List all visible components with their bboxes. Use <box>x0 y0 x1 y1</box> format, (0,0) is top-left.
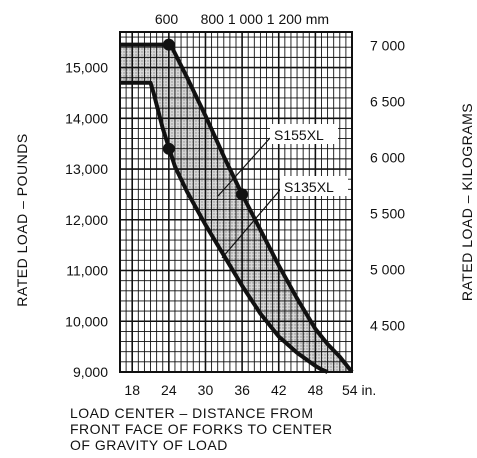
y-tick-label-left: 9,000 <box>73 364 108 380</box>
y-tick-label-left: 13,000 <box>65 161 108 177</box>
y-tick-label-left: 12,000 <box>65 212 108 228</box>
x-axis-label-line-3: OF GRAVITY OF LOAD <box>70 437 228 453</box>
y-tick-label-right: 7 000 <box>370 38 405 54</box>
y-tick-label-left: 10,000 <box>65 313 108 329</box>
y-tick-label-left: 14,000 <box>65 110 108 126</box>
series-line-s155xl <box>120 42 354 374</box>
y-tick-label-right: 4 500 <box>370 317 405 333</box>
series-label-s155xl: S155XL <box>270 124 338 144</box>
data-point-s135xl <box>162 142 175 155</box>
y-tick-label-left: 15,000 <box>65 60 108 76</box>
x-tick-label-bottom: 36 <box>234 382 250 398</box>
x-tick-label-bottom: 42 <box>271 382 287 398</box>
data-point-s155xl <box>162 38 175 51</box>
series-label-s135xl: S135XL <box>280 176 348 196</box>
series-label-s135xl-text: S135XL <box>284 179 334 195</box>
y-tick-label-left: 11,000 <box>66 263 108 279</box>
x-tick-label-bottom: 54 in. <box>342 382 376 398</box>
y-tick-label-right: 5 000 <box>370 261 405 277</box>
x-tick-label-bottom: 18 <box>124 382 140 398</box>
y-tick-label-right: 5 500 <box>370 205 405 221</box>
leader-line-s135xl <box>221 189 281 259</box>
x-tick-label-bottom: 24 <box>161 382 177 398</box>
y-axis-label-kilograms: RATED LOAD – KILOGRAMS <box>459 103 475 301</box>
x-tick-label-bottom: 30 <box>198 382 214 398</box>
x-axis-label-line-2: FRONT FACE OF FORKS TO CENTER <box>70 421 333 437</box>
x-tick-label-top: 600 <box>155 11 179 27</box>
y-tick-label-right: 6 000 <box>370 149 405 165</box>
x-axis-label-line-1: LOAD CENTER – DISTANCE FROM <box>70 405 314 421</box>
x-tick-label-bottom: 48 <box>308 382 324 398</box>
series-label-s155xl-text: S155XL <box>274 127 324 143</box>
leader-line-s155xl <box>217 137 271 197</box>
y-tick-label-right: 6 500 <box>370 94 405 110</box>
data-point-s155xl <box>236 188 249 201</box>
x-tick-label-top: 800 1 000 1 200 mm <box>201 11 329 27</box>
y-axis-label-pounds: RATED LOAD – POUNDS <box>14 133 30 306</box>
